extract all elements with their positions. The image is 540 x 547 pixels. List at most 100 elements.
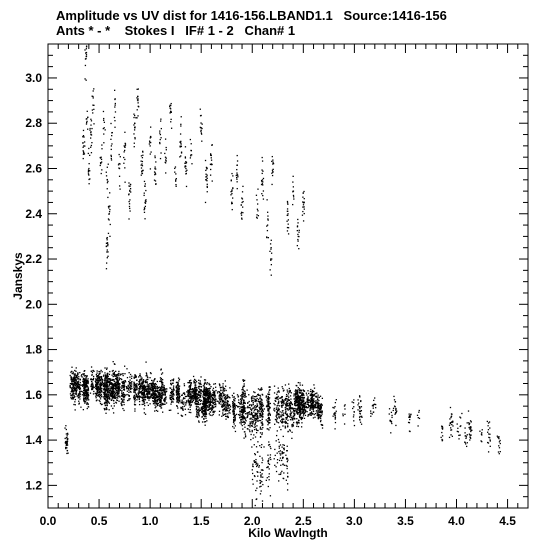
data-point — [87, 389, 89, 391]
data-point — [303, 390, 306, 392]
data-point — [391, 416, 393, 419]
data-point — [287, 476, 289, 478]
data-point — [86, 393, 89, 396]
data-point — [276, 414, 278, 416]
data-point — [244, 433, 247, 435]
data-point — [83, 374, 85, 376]
data-point — [104, 402, 106, 404]
data-point — [85, 388, 87, 390]
data-point — [190, 398, 192, 400]
data-point — [164, 399, 166, 401]
data-point — [300, 412, 302, 414]
data-point — [193, 397, 195, 399]
data-point — [103, 397, 106, 400]
data-point — [279, 457, 282, 459]
data-point — [200, 383, 202, 386]
data-point — [296, 425, 298, 427]
data-point — [156, 380, 159, 383]
data-point — [221, 406, 223, 408]
data-point — [90, 120, 93, 122]
data-point — [70, 387, 73, 389]
data-point — [281, 451, 283, 453]
data-point — [87, 152, 89, 155]
data-point — [134, 388, 136, 390]
data-point — [281, 453, 283, 455]
data-point — [294, 394, 297, 396]
data-point — [144, 380, 147, 383]
data-point — [256, 498, 258, 500]
data-point — [300, 395, 302, 397]
data-point — [203, 389, 205, 392]
data-point — [88, 147, 90, 150]
data-point — [139, 388, 141, 390]
data-point — [147, 389, 149, 392]
data-point — [254, 504, 256, 507]
data-point — [470, 430, 472, 433]
data-point — [312, 402, 314, 404]
data-point — [163, 391, 165, 393]
data-point — [299, 410, 301, 413]
data-point — [314, 401, 316, 403]
data-point — [135, 375, 137, 377]
data-point — [255, 461, 257, 463]
data-point — [146, 392, 149, 395]
data-point — [160, 373, 163, 375]
data-point — [176, 388, 178, 391]
data-point — [190, 379, 192, 381]
data-point — [104, 383, 106, 385]
data-point — [91, 109, 94, 111]
data-point — [243, 410, 246, 413]
data-point — [204, 402, 207, 404]
data-point — [87, 116, 89, 118]
data-point — [205, 404, 207, 406]
data-point — [196, 403, 198, 405]
data-point — [76, 395, 78, 397]
data-point — [72, 396, 74, 399]
data-point — [464, 443, 467, 445]
data-point — [207, 392, 209, 394]
data-point — [295, 396, 298, 398]
data-point — [302, 397, 304, 399]
data-point — [248, 394, 250, 396]
data-point — [135, 396, 137, 398]
data-point — [241, 388, 243, 391]
data-point — [170, 380, 172, 382]
data-point — [157, 398, 160, 401]
data-point — [247, 401, 249, 404]
data-point — [83, 395, 85, 397]
data-point — [97, 375, 99, 377]
data-point — [188, 386, 190, 388]
data-point — [73, 388, 76, 390]
data-point — [129, 383, 131, 385]
data-point — [177, 392, 180, 394]
data-point — [317, 413, 320, 416]
data-point — [106, 375, 109, 377]
data-point — [82, 385, 84, 387]
data-point — [85, 381, 88, 383]
data-point — [360, 409, 363, 412]
data-point — [133, 389, 135, 392]
data-point — [208, 387, 211, 389]
data-point — [481, 429, 483, 431]
data-point — [205, 400, 207, 402]
data-point — [154, 394, 157, 397]
data-point — [267, 485, 269, 488]
data-point — [282, 425, 284, 427]
data-point — [74, 377, 76, 380]
data-point — [247, 424, 249, 427]
data-point — [140, 378, 142, 380]
data-point — [99, 398, 102, 400]
data-point — [198, 390, 200, 393]
data-point — [320, 419, 322, 422]
data-point — [226, 400, 228, 402]
data-point — [286, 426, 289, 428]
data-point — [76, 385, 79, 387]
data-point — [267, 400, 270, 403]
data-point — [78, 388, 81, 391]
data-point — [123, 381, 125, 384]
data-point — [281, 406, 283, 408]
data-point — [193, 387, 196, 390]
data-point — [129, 379, 131, 381]
data-point — [203, 401, 205, 403]
data-point — [239, 414, 241, 417]
